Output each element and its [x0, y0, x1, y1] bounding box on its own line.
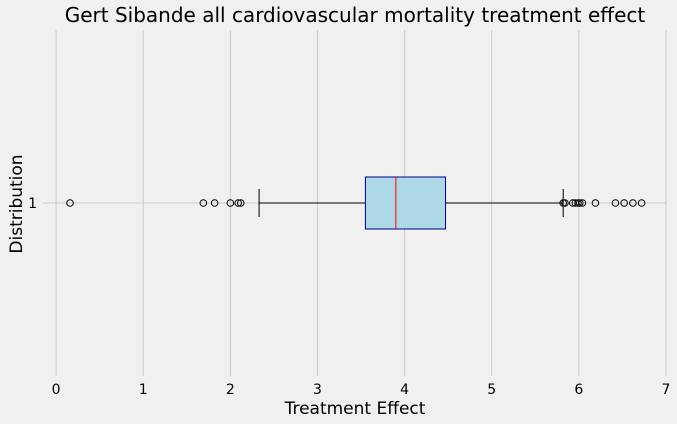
outlier-point-2 — [210, 199, 219, 207]
outlier-point-7 — [561, 199, 569, 207]
outlier-point-16 — [629, 199, 637, 207]
x-tick-label-2: 2 — [226, 382, 235, 398]
outlier-point-5 — [236, 199, 245, 207]
outlier-point-13 — [591, 199, 600, 207]
outlier-point-15 — [620, 199, 628, 207]
tick-labels: 0 1 2 3 4 5 6 7 1 — [28, 196, 670, 398]
x-tick-label-3: 3 — [313, 382, 322, 398]
x-tick-label-0: 0 — [52, 382, 61, 398]
outlier-point-17 — [637, 199, 646, 207]
x-axis-label: Treatment Effect — [284, 399, 426, 419]
outlier-point-14 — [611, 199, 620, 207]
outlier-point-0 — [66, 199, 74, 207]
y-axis-label: Distribution — [7, 154, 27, 253]
outlier-point-1 — [199, 199, 208, 207]
chart-title: Gert Sibande all cardiovascular mortalit… — [65, 3, 646, 27]
outlier-point-12 — [578, 199, 587, 207]
boxplot — [66, 176, 646, 230]
iqr-box — [364, 176, 447, 230]
y-tick-label-1: 1 — [28, 196, 37, 212]
x-tick-label-7: 7 — [662, 382, 671, 398]
outlier-point-4 — [234, 199, 242, 207]
x-tick-label-1: 1 — [139, 382, 148, 398]
outlier-point-11 — [575, 199, 584, 207]
x-tick-label-6: 6 — [574, 382, 583, 398]
outlier-point-3 — [226, 199, 235, 207]
x-tick-label-4: 4 — [400, 382, 409, 398]
x-tick-label-5: 5 — [487, 382, 496, 398]
